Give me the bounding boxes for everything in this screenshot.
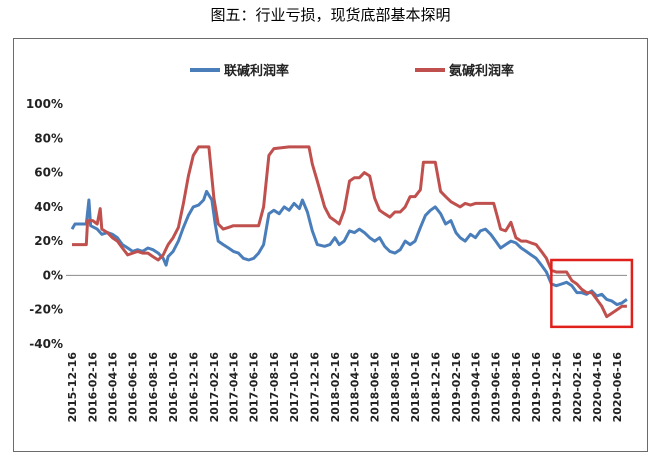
plot-area [70, 145, 634, 329]
x-tick-label: 2017-06-16 [248, 352, 261, 423]
y-tick-label: 80% [34, 131, 63, 145]
y-tick-label: 20% [34, 234, 63, 248]
x-tick-label: 2016-08-16 [147, 352, 160, 423]
highlight-box [550, 258, 634, 329]
x-tick-label: 2017-04-16 [227, 352, 240, 423]
x-tick-label: 2018-06-16 [369, 352, 382, 423]
x-tick-label: 2017-12-16 [308, 352, 321, 423]
legend-label-1: 联碱利润率 [224, 63, 289, 79]
x-tick-label: 2019-12-16 [550, 352, 563, 423]
x-tick-label: 2016-04-16 [106, 352, 119, 423]
x-tick-label: 2018-10-16 [409, 352, 422, 423]
x-tick-label: 2017-02-16 [208, 352, 221, 423]
chart-frame [13, 38, 648, 452]
y-axis: -40% -20% 0% 20% 40% 60% 80% 100% [26, 97, 63, 351]
x-tick-label: 2016-10-16 [167, 352, 180, 423]
x-tick-label: 2019-04-16 [469, 352, 482, 423]
y-tick-label: -40% [29, 337, 63, 351]
x-axis: 2015-12-16 2016-02-16 2016-04-16 2016-06-16… [66, 274, 627, 423]
x-tick-label: 2016-02-16 [87, 352, 100, 423]
y-tick-label: 60% [34, 166, 63, 180]
x-tick-label: 2018-02-16 [329, 352, 342, 423]
y-tick-label: 0% [43, 268, 63, 282]
y-tick-label: -20% [29, 303, 63, 317]
x-tick-label: 2015-12-16 [66, 352, 79, 423]
x-tick-label: 2016-12-16 [187, 352, 200, 423]
legend-label-2: 氨碱利润率 [448, 63, 514, 79]
x-tick-label: 2019-10-16 [530, 352, 543, 423]
x-tick-label: 2020-02-16 [571, 352, 584, 423]
x-tick-label: 2019-06-16 [490, 352, 503, 423]
x-tick-label: 2020-04-16 [591, 352, 604, 423]
figure-caption: 图五：行业亏损，现货底部基本探明 [210, 6, 451, 24]
x-tick-label: 2020-06-16 [611, 352, 624, 423]
x-tick-label: 2017-08-16 [268, 352, 281, 423]
y-tick-label: 40% [34, 200, 63, 214]
x-tick-label: 2019-08-16 [510, 352, 523, 423]
x-tick-label: 2018-04-16 [348, 352, 361, 423]
x-tick-label: 2018-12-16 [429, 352, 442, 423]
x-tick-label: 2017-10-16 [288, 352, 301, 423]
x-tick-label: 2016-06-16 [127, 352, 140, 423]
chart-legend: 联碱利润率 氨碱利润率 [190, 63, 514, 79]
x-tick-label: 2018-08-16 [389, 352, 402, 423]
series-line-2 [72, 145, 627, 319]
x-tick-label: 2019-02-16 [450, 352, 463, 423]
y-tick-label: 100% [26, 97, 63, 111]
series-line-1 [70, 189, 628, 307]
